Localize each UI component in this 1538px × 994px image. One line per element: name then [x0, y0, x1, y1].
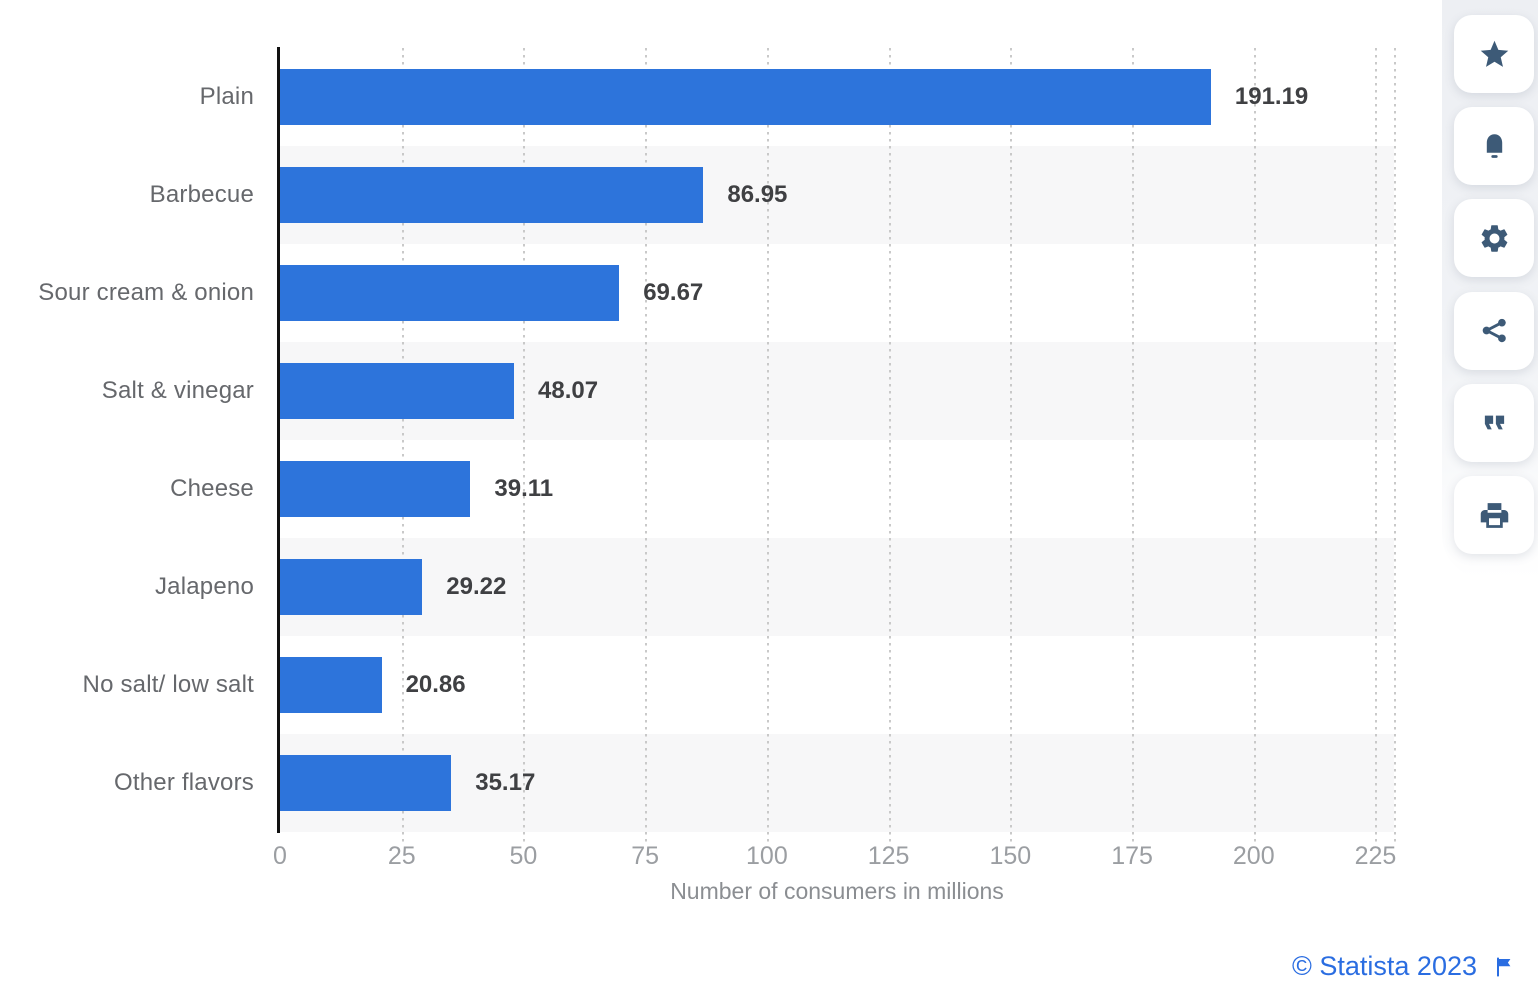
x-tick-label: 0	[273, 842, 287, 870]
footer: © Statista 2023	[1292, 951, 1516, 982]
value-label: 20.86	[405, 671, 466, 698]
x-tick-label: 175	[1111, 842, 1153, 870]
report-flag-icon[interactable]	[1492, 955, 1516, 979]
gridline	[888, 48, 891, 846]
gridline	[766, 48, 769, 846]
print-icon	[1480, 502, 1508, 528]
gear-icon	[1481, 225, 1507, 252]
citation-button[interactable]	[1454, 383, 1534, 462]
share-icon	[1482, 318, 1506, 343]
category-label: Other flavors	[114, 769, 254, 796]
y-axis-line	[277, 47, 280, 833]
gridline	[1253, 48, 1256, 846]
x-tick-label: 200	[1232, 842, 1275, 870]
gridline	[1132, 48, 1135, 846]
bar[interactable]	[280, 461, 471, 517]
category-label: No salt/ low salt	[82, 671, 254, 698]
bell-icon	[1486, 133, 1502, 158]
value-label: 48.07	[538, 377, 599, 404]
gridline	[1010, 48, 1013, 846]
x-tick-label: 50	[509, 842, 538, 870]
star-icon	[1480, 40, 1508, 67]
x-tick-label: 125	[867, 842, 910, 870]
category-label: Sour cream & onion	[38, 279, 254, 306]
bar[interactable]	[280, 755, 452, 811]
bar[interactable]	[280, 363, 515, 419]
statista-copyright-link[interactable]: © Statista 2023	[1291, 951, 1477, 981]
category-label: Plain	[199, 83, 254, 110]
bar[interactable]	[280, 657, 382, 713]
gridline	[523, 48, 526, 846]
category-label: Jalapeno	[154, 573, 254, 600]
bar[interactable]	[280, 265, 620, 321]
x-tick-label: 100	[746, 842, 788, 870]
value-label: 29.22	[446, 573, 507, 600]
chart-row	[280, 538, 1394, 636]
category-label: Cheese	[170, 475, 254, 502]
gridline	[1375, 48, 1378, 846]
value-label: 39.11	[494, 475, 554, 502]
bar[interactable]	[280, 559, 423, 615]
category-label: Salt & vinegar	[101, 377, 254, 404]
x-tick-label: 75	[631, 842, 660, 870]
bar[interactable]	[280, 167, 704, 223]
category-label: Barbecue	[149, 181, 254, 208]
alert-button[interactable]	[1454, 107, 1534, 186]
plot-right-border	[1394, 48, 1396, 846]
x-axis-title: Number of consumers in millions	[670, 878, 1004, 904]
chart-row	[280, 734, 1394, 832]
value-label: 69.67	[643, 279, 704, 306]
value-label: 191.19	[1234, 83, 1309, 110]
favorite-button[interactable]	[1454, 15, 1534, 93]
value-label: 35.17	[475, 769, 536, 796]
bar[interactable]	[280, 69, 1211, 125]
print-button[interactable]	[1454, 476, 1534, 554]
x-tick-label: 25	[387, 842, 416, 870]
x-tick-label: 225	[1354, 842, 1397, 870]
quote-icon	[1484, 415, 1504, 430]
x-tick-label: 150	[989, 842, 1032, 870]
share-button[interactable]	[1454, 291, 1534, 370]
gridline	[401, 48, 404, 846]
value-label: 86.95	[727, 181, 788, 208]
settings-button[interactable]	[1454, 199, 1534, 278]
gridline	[645, 48, 648, 846]
